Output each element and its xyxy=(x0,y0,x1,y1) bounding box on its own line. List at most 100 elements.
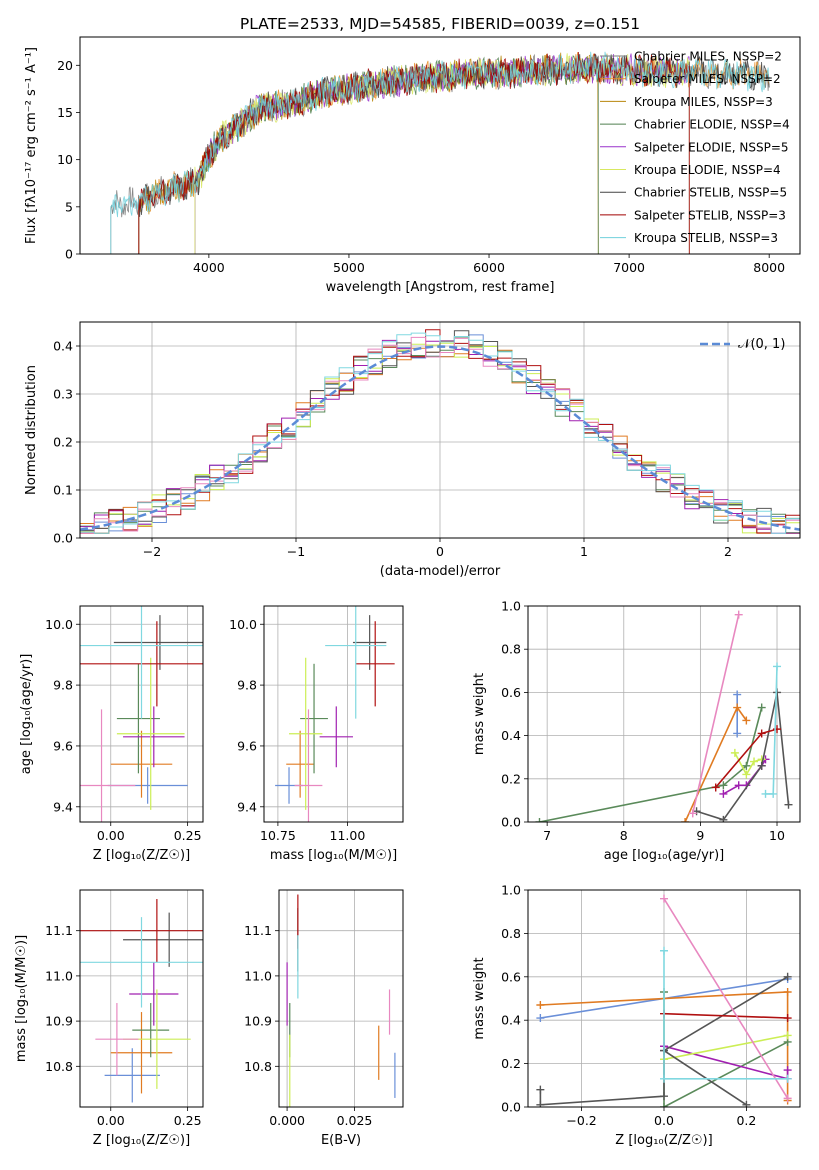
x-tick-label: 11.00 xyxy=(330,828,366,843)
y-tick-label: 10 xyxy=(57,152,73,167)
errorbars-group xyxy=(286,894,396,1107)
mass-vs-extinction-panel: 0.000 0.025 10.8 10.9 11.0 11.1 E(B-V) xyxy=(244,889,404,1148)
x-axis-label: age [log₁₀(age/yr)] xyxy=(604,848,725,863)
y-tick-label: 5 xyxy=(65,199,73,214)
x-axis-label: Z [log₁₀(Z/Z☉)] xyxy=(615,1133,712,1148)
y-axis-label: Flux [fλ10⁻¹⁷ erg cm⁻² s⁻¹ A⁻¹] xyxy=(24,47,39,244)
weight-marker xyxy=(773,662,782,671)
weight-marker xyxy=(536,1001,545,1010)
x-tick-label: 0.000 xyxy=(269,1113,305,1128)
spectrum-title: PLATE=2533, MJD=54585, FIBERID=0039, z=0… xyxy=(240,15,640,33)
age-vs-metallicity-panel: 0.00 0.25 9.4 9.6 9.8 10.0 Z [log₁₀(Z/Z☉)] age … xyxy=(19,605,204,863)
axes-frame xyxy=(527,605,801,823)
histogram-series xyxy=(80,336,800,534)
y-tick-label: 0.2 xyxy=(501,771,521,786)
y-tick-label: 0.2 xyxy=(53,435,73,450)
legend-label: Chabrier STELIB, NSSP=5 xyxy=(634,186,787,200)
y-tick-label: 0.4 xyxy=(501,728,521,743)
errorbars-group xyxy=(80,899,203,1103)
weight-marker xyxy=(730,748,739,757)
weight-marker xyxy=(681,818,690,822)
x-tick-label: 10 xyxy=(769,828,785,843)
x-tick-label: 1 xyxy=(580,544,588,559)
weight-marker xyxy=(719,781,728,790)
weight-vs-metallicity-panel: −0.2 0.0 0.2 0.0 0.2 0.4 0.6 0.8 1.0 Z [log₁₀(Z/Z… xyxy=(472,883,801,1148)
y-tick-label: 11.0 xyxy=(244,968,272,983)
weight-line xyxy=(734,752,762,777)
spectrum-line xyxy=(110,51,770,254)
axes-frame xyxy=(79,36,801,255)
y-tick-label: 10.0 xyxy=(45,617,73,632)
weight-lines-group xyxy=(535,610,793,822)
x-axis-label: E(B-V) xyxy=(321,1133,361,1148)
age-vs-mass-panel: 10.75 11.00 9.4 9.6 9.8 10.0 mass [log₁₀(M/M☉)… xyxy=(229,605,404,863)
weight-marker xyxy=(783,1074,792,1083)
y-tick-label: 10.8 xyxy=(244,1059,272,1074)
legend-label: Chabrier ELODIE, NSSP=4 xyxy=(634,118,790,132)
y-tick-label: 9.4 xyxy=(237,799,257,814)
y-tick-label: 1.0 xyxy=(501,599,521,614)
residuals-panel: −2 −1 0 1 2 0.0 0.1 0.2 0.3 0.4 (data-model)/error… xyxy=(24,321,801,579)
axes-frame xyxy=(79,889,204,1108)
legend-label: Kroupa STELIB, NSSP=3 xyxy=(634,231,778,245)
y-tick-label: 0.4 xyxy=(501,1013,521,1028)
y-tick-label: 10.0 xyxy=(229,617,257,632)
histograms-group xyxy=(80,329,800,534)
x-tick-label: −1 xyxy=(287,544,305,559)
weight-lines-group xyxy=(536,894,792,1107)
weight-marker xyxy=(660,1092,668,1101)
weight-marker xyxy=(757,761,766,770)
weight-marker xyxy=(734,781,743,790)
legend-label: Salpeter STELIB, NSSP=3 xyxy=(634,208,786,222)
weight-line xyxy=(663,992,788,1107)
y-tick-label: 9.4 xyxy=(53,799,73,814)
y-tick-label: 10.9 xyxy=(45,1014,73,1029)
x-axis-label: mass [log₁₀(M/M☉)] xyxy=(270,848,397,863)
weight-marker xyxy=(757,703,766,712)
weight-marker xyxy=(733,729,742,738)
weight-marker xyxy=(761,789,770,798)
y-tick-label: 9.6 xyxy=(53,738,73,753)
axes-frame xyxy=(79,321,801,539)
weight-marker xyxy=(783,1031,792,1040)
weight-line xyxy=(691,614,740,814)
weight-marker xyxy=(711,783,720,792)
y-tick-label: 15 xyxy=(57,105,73,120)
axes-frame xyxy=(527,889,801,1108)
y-tick-label: 9.6 xyxy=(237,738,257,753)
weight-marker xyxy=(536,1100,545,1107)
weight-marker xyxy=(757,729,766,738)
errorbars-group xyxy=(275,606,395,822)
weight-marker xyxy=(783,972,792,981)
weight-marker xyxy=(660,946,668,955)
y-tick-label: 11.1 xyxy=(45,923,73,938)
weight-line xyxy=(663,898,789,1099)
y-tick-label: 0.2 xyxy=(501,1056,521,1071)
y-axis-label: age [log₁₀(age/yr)] xyxy=(19,654,34,775)
weight-marker xyxy=(688,809,697,818)
weight-marker xyxy=(750,757,759,766)
y-axis-label: Normed distribution xyxy=(24,365,39,495)
x-axis-label: wavelength [Angstrom, rest frame] xyxy=(326,280,555,295)
legend-label: Salpeter MILES, NSSP=2 xyxy=(634,72,781,86)
x-axis-label: Z [log₁₀(Z/Z☉)] xyxy=(93,848,190,863)
weight-marker xyxy=(742,1100,751,1107)
legend-label: Kroupa MILES, NSSP=3 xyxy=(634,95,773,109)
weight-marker xyxy=(719,815,728,822)
x-tick-label: 6000 xyxy=(473,260,505,275)
y-tick-label: 0.3 xyxy=(53,387,73,402)
weight-marker xyxy=(783,1066,792,1075)
x-tick-label: 4000 xyxy=(193,260,225,275)
y-tick-label: 0.0 xyxy=(53,531,73,546)
axes-frame xyxy=(278,889,404,1108)
x-axis-label: Z [log₁₀(Z/Z☉)] xyxy=(93,1133,190,1148)
x-tick-label: 0.2 xyxy=(736,1113,756,1128)
weight-marker xyxy=(742,761,751,770)
x-tick-label: 0.025 xyxy=(337,1113,373,1128)
spectrum-panel: PLATE=2533, MJD=54585, FIBERID=0039, z=0… xyxy=(24,15,801,295)
errorbars-group xyxy=(80,606,203,822)
weight-marker xyxy=(783,987,792,996)
y-tick-label: 10.8 xyxy=(45,1059,73,1074)
y-axis-label: mass weight xyxy=(472,957,487,1039)
